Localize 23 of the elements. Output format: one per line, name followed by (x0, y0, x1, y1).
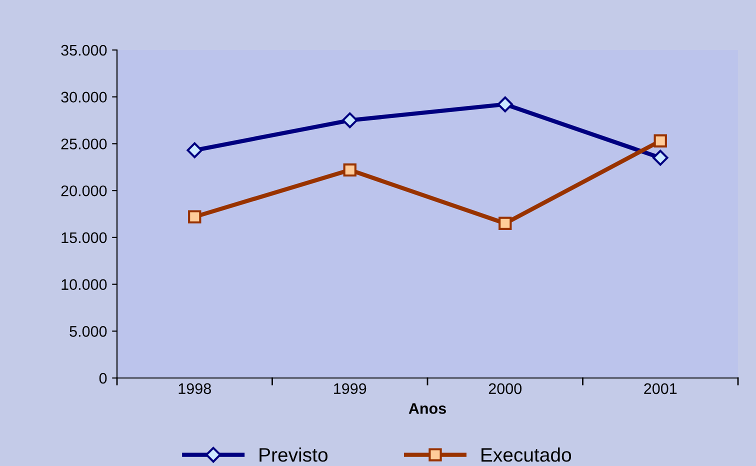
x-axis-title: Anos (408, 403, 446, 414)
x-tick-label: 1998 (178, 383, 211, 394)
y-tick-label: 30.000 (61, 92, 107, 103)
legend-label: Executado (482, 448, 572, 462)
point (188, 210, 202, 224)
y-tick-label: 15.000 (62, 232, 107, 244)
point (654, 134, 667, 148)
x-tick-label: 1999 (334, 383, 366, 394)
y-tick-label: 5.000 (70, 326, 107, 337)
y-tick-label: 20.000 (61, 185, 107, 196)
y-tick-label: 10.000 (62, 279, 107, 290)
x-tick-label: 2000 (488, 383, 522, 394)
point (652, 150, 668, 166)
point (498, 216, 512, 230)
point (342, 112, 358, 128)
point (343, 163, 356, 177)
y-tick-label: 0 (99, 372, 107, 384)
y-tick-label: 35.000 (61, 44, 107, 56)
point (186, 142, 203, 158)
point (497, 96, 514, 112)
legend-label: Previsto (260, 448, 328, 462)
y-tick-label: 25.000 (61, 138, 107, 150)
x-tick-label: 2001 (644, 383, 677, 394)
